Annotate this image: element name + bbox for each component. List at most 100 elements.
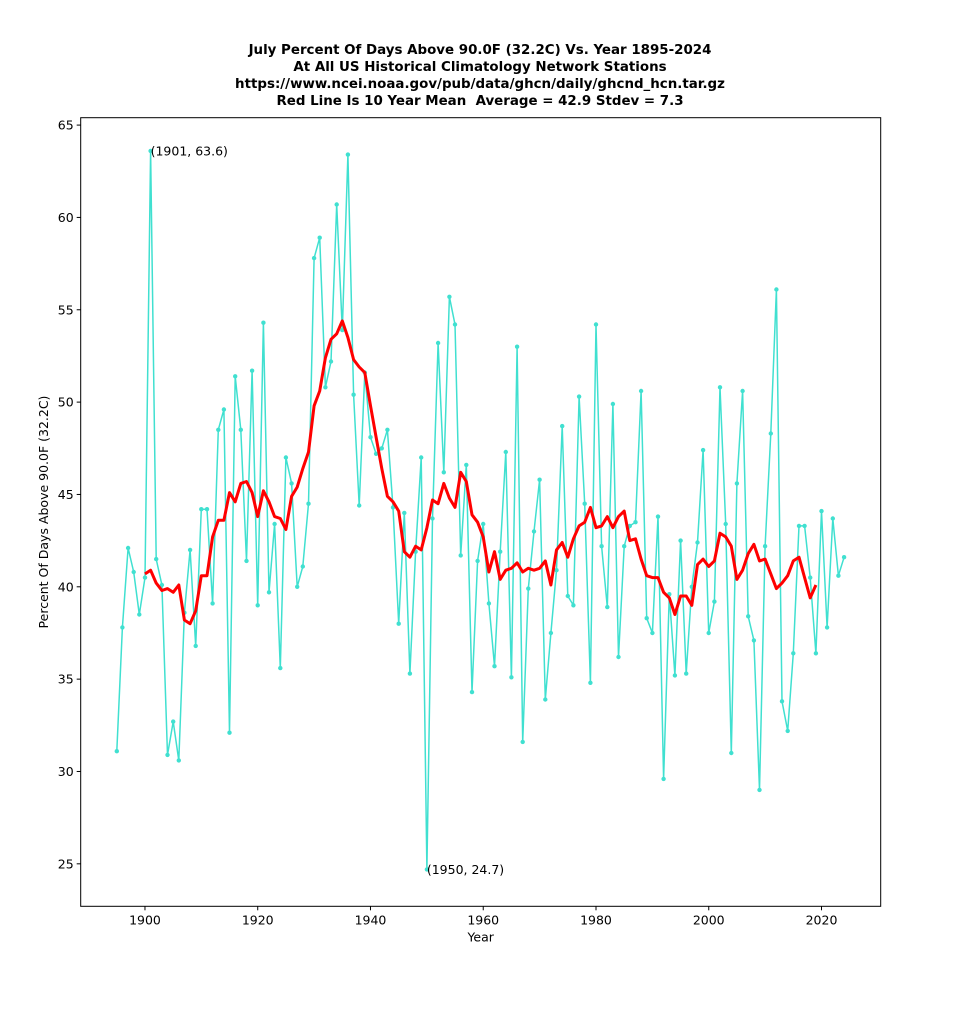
data-point-2020 <box>819 508 824 514</box>
data-point-1933 <box>328 359 334 364</box>
data-point-1972 <box>548 630 554 636</box>
data-point-1921 <box>261 320 266 325</box>
data-point-2021 <box>824 625 830 630</box>
data-point-1929 <box>306 501 311 506</box>
data-point-1920 <box>255 603 260 608</box>
data-point-2013 <box>779 699 785 704</box>
x-tick-label: 2000 <box>693 912 725 927</box>
data-point-1938 <box>357 503 362 508</box>
data-point-1981 <box>599 544 604 549</box>
data-point-1992 <box>661 776 666 782</box>
data-point-1900 <box>142 575 148 580</box>
x-axis-label: Year <box>466 929 494 944</box>
data-point-2003 <box>723 521 728 527</box>
data-point-2000 <box>706 630 711 636</box>
x-tick-label: 1920 <box>242 912 274 927</box>
data-point-1999 <box>700 447 706 453</box>
data-point-1976 <box>571 603 576 608</box>
data-point-1977 <box>576 394 582 399</box>
data-point-1956 <box>458 553 463 558</box>
x-tick-label: 2020 <box>806 912 838 927</box>
data-point-1922 <box>266 590 272 595</box>
data-point-1946 <box>402 510 407 516</box>
data-point-1966 <box>514 344 520 349</box>
data-point-2012 <box>774 287 779 292</box>
y-axis-label: Percent Of Days Above 90.0F (32.2C) <box>36 396 51 629</box>
data-point-1953 <box>441 470 446 475</box>
data-point-1958 <box>469 689 475 695</box>
data-point-1968 <box>526 586 531 591</box>
data-point-1962 <box>492 664 497 669</box>
data-point-1950 <box>424 867 430 872</box>
data-point-1974 <box>560 423 565 429</box>
data-point-2010 <box>762 544 768 549</box>
y-tick-label: 35 <box>58 672 74 687</box>
data-point-1903 <box>159 582 165 588</box>
data-point-1949 <box>419 455 424 460</box>
data-point-1905 <box>171 719 176 724</box>
data-point-2024 <box>841 555 847 560</box>
data-point-1912 <box>210 601 215 606</box>
y-axis: 25 30 35 40 45 50 55 60 65 <box>58 118 81 871</box>
data-point-1971 <box>543 697 548 702</box>
data-point-1915 <box>227 730 232 735</box>
data-point-1937 <box>351 392 356 397</box>
data-point-1975 <box>565 593 570 599</box>
data-point-1916 <box>233 374 238 379</box>
x-axis: 1900 1920 1940 1960 1980 2000 2020 <box>129 906 837 927</box>
y-tick-label: 25 <box>58 856 74 871</box>
data-point-1957 <box>464 462 469 468</box>
data-point-1942 <box>379 446 384 451</box>
data-point-1947 <box>407 671 413 676</box>
data-point-1970 <box>537 477 542 482</box>
data-point-2002 <box>717 385 723 390</box>
x-tick-label: 1980 <box>580 912 612 927</box>
data-point-1982 <box>605 604 610 610</box>
data-point-1932 <box>323 385 328 390</box>
data-point-2019 <box>813 651 819 656</box>
data-point-1934 <box>334 202 339 207</box>
data-point-1954 <box>447 294 452 299</box>
data-point-1897 <box>125 545 131 551</box>
y-tick-label: 60 <box>58 210 74 225</box>
data-point-1940 <box>368 435 373 440</box>
data-point-1930 <box>311 255 317 261</box>
data-point-1919 <box>249 368 255 373</box>
chart-title: July Percent Of Days Above 90.0F (32.2C)… <box>0 42 960 110</box>
data-point-1896 <box>120 625 125 630</box>
data-point-1983 <box>610 401 616 407</box>
data-point-1967 <box>520 739 525 745</box>
plot-area <box>114 148 847 872</box>
title-line-4: Red Line Is 10 Year Mean Average = 42.9 … <box>276 94 684 109</box>
data-point-2011 <box>768 431 773 436</box>
data-point-1952 <box>435 340 441 346</box>
data-point-1964 <box>503 449 508 455</box>
data-point-1955 <box>452 322 458 327</box>
data-point-1895 <box>114 749 120 754</box>
data-point-1984 <box>616 654 621 660</box>
data-point-1959 <box>475 558 480 564</box>
y-tick-label: 45 <box>58 487 74 502</box>
data-point-1990 <box>650 630 655 636</box>
data-point-2015 <box>791 651 796 656</box>
data-point-2009 <box>757 787 762 793</box>
data-point-2016 <box>796 523 802 529</box>
data-point-1910 <box>199 507 204 512</box>
data-point-1925 <box>283 455 289 460</box>
data-point-1931 <box>317 235 322 240</box>
data-point-1928 <box>300 564 305 569</box>
data-point-1985 <box>622 544 627 549</box>
data-point-1918 <box>244 558 249 564</box>
data-point-1908 <box>187 547 193 553</box>
data-point-1917 <box>238 427 243 432</box>
data-point-1963 <box>498 549 503 554</box>
data-point-2022 <box>830 516 835 521</box>
data-point-1926 <box>289 481 294 486</box>
x-tick-label: 1960 <box>467 912 499 927</box>
data-point-1943 <box>385 427 390 432</box>
data-point-2001 <box>712 599 717 604</box>
data-point-1904 <box>165 752 170 758</box>
data-point-2007 <box>746 614 751 619</box>
axes-frame <box>80 117 882 907</box>
